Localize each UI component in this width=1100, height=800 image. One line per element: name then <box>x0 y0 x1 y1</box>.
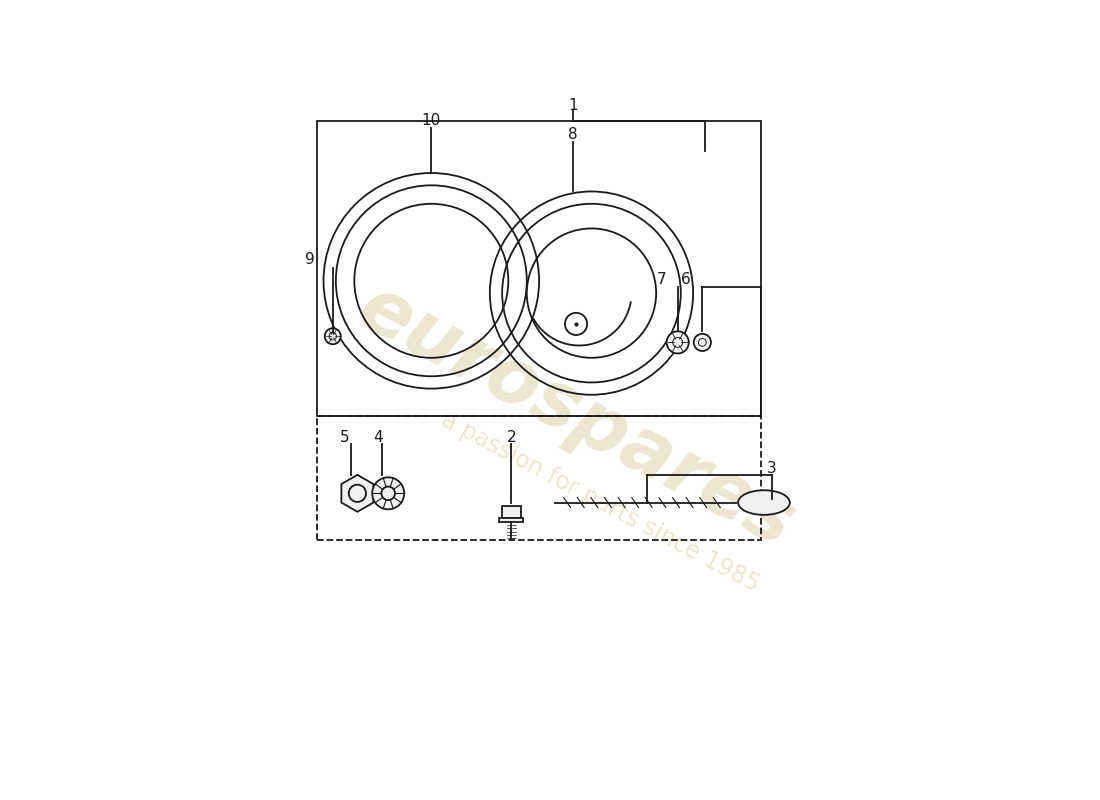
Ellipse shape <box>738 490 790 515</box>
Text: 3: 3 <box>767 461 777 476</box>
Circle shape <box>694 334 711 351</box>
Circle shape <box>382 486 395 500</box>
Bar <box>317 416 761 539</box>
Text: 1: 1 <box>569 98 578 113</box>
Text: 5: 5 <box>340 430 350 446</box>
FancyBboxPatch shape <box>499 518 524 522</box>
Text: eurospares: eurospares <box>345 270 806 562</box>
Text: 4: 4 <box>373 430 383 446</box>
Circle shape <box>372 478 404 510</box>
Text: 10: 10 <box>421 113 441 128</box>
Text: 9: 9 <box>305 252 315 266</box>
Text: a passion for parts since 1985: a passion for parts since 1985 <box>438 408 764 597</box>
FancyBboxPatch shape <box>502 506 520 518</box>
Polygon shape <box>341 475 373 512</box>
Text: 7: 7 <box>657 272 665 287</box>
Text: 8: 8 <box>569 127 578 142</box>
Bar <box>317 121 761 416</box>
Circle shape <box>324 328 341 344</box>
Text: 2: 2 <box>507 430 516 446</box>
Text: 6: 6 <box>681 272 691 287</box>
Circle shape <box>667 331 689 354</box>
